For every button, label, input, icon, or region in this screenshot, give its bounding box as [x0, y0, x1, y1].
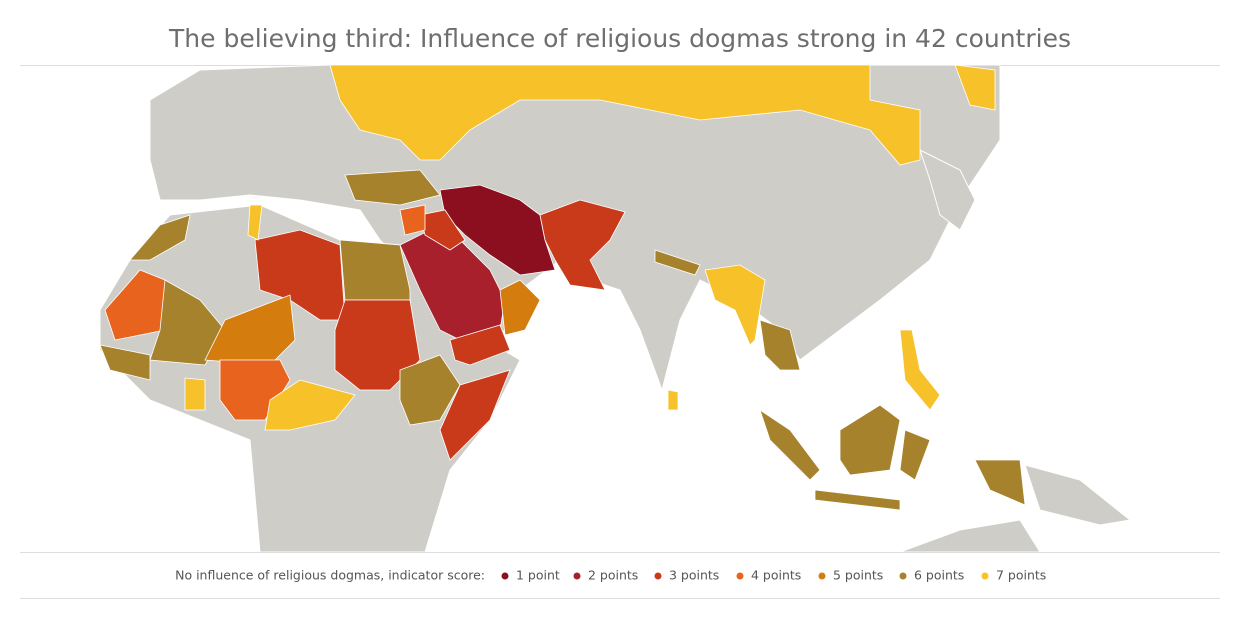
- country: [254, 229, 346, 321]
- country: [449, 324, 511, 366]
- country: [339, 239, 411, 301]
- country: [99, 344, 151, 381]
- legend-marker: [573, 572, 581, 580]
- country: [899, 429, 931, 481]
- land: [899, 519, 1041, 553]
- country: [149, 279, 226, 366]
- legend: No influence of religious dogmas, indica…: [175, 568, 1046, 583]
- country: [839, 404, 901, 476]
- legend-marker: [818, 572, 826, 580]
- legend-marker: [981, 572, 989, 580]
- country: [204, 294, 296, 366]
- country: [399, 204, 426, 236]
- country: [759, 409, 821, 481]
- land: [919, 149, 976, 231]
- country: [667, 389, 679, 411]
- legend-entry: 6 points: [914, 568, 964, 583]
- legend-entry: 5 points: [833, 568, 883, 583]
- land: [99, 204, 521, 553]
- legend-entry: 2 points: [588, 568, 638, 583]
- legend-marker: [899, 572, 907, 580]
- country: [704, 264, 766, 346]
- country: [334, 299, 421, 391]
- country: [184, 377, 206, 411]
- country: [954, 64, 996, 111]
- legend-entry: 1 point: [516, 568, 560, 583]
- map: [99, 64, 1132, 553]
- country: [654, 249, 701, 276]
- legend-label: No influence of religious dogmas, indica…: [175, 568, 485, 583]
- country: [499, 279, 541, 336]
- country: [264, 379, 356, 431]
- country: [247, 204, 263, 241]
- country: [344, 169, 441, 206]
- country: [419, 209, 466, 251]
- country: [329, 64, 921, 166]
- legend-entry: 4 points: [751, 568, 801, 583]
- legend-entry: 3 points: [669, 568, 719, 583]
- country: [439, 369, 511, 461]
- country: [974, 459, 1026, 506]
- country: [899, 329, 941, 411]
- country: [814, 489, 901, 511]
- legend-marker: [501, 572, 509, 580]
- country: [759, 319, 801, 371]
- country: [104, 269, 166, 341]
- legend-entry: 7 points: [996, 568, 1046, 583]
- country: [539, 199, 626, 291]
- country: [129, 214, 191, 261]
- title: The believing third: Influence of religi…: [168, 24, 1071, 53]
- legend-marker: [736, 572, 744, 580]
- country: [439, 184, 556, 276]
- legend-marker: [654, 572, 662, 580]
- country: [399, 354, 461, 426]
- land: [1024, 464, 1132, 526]
